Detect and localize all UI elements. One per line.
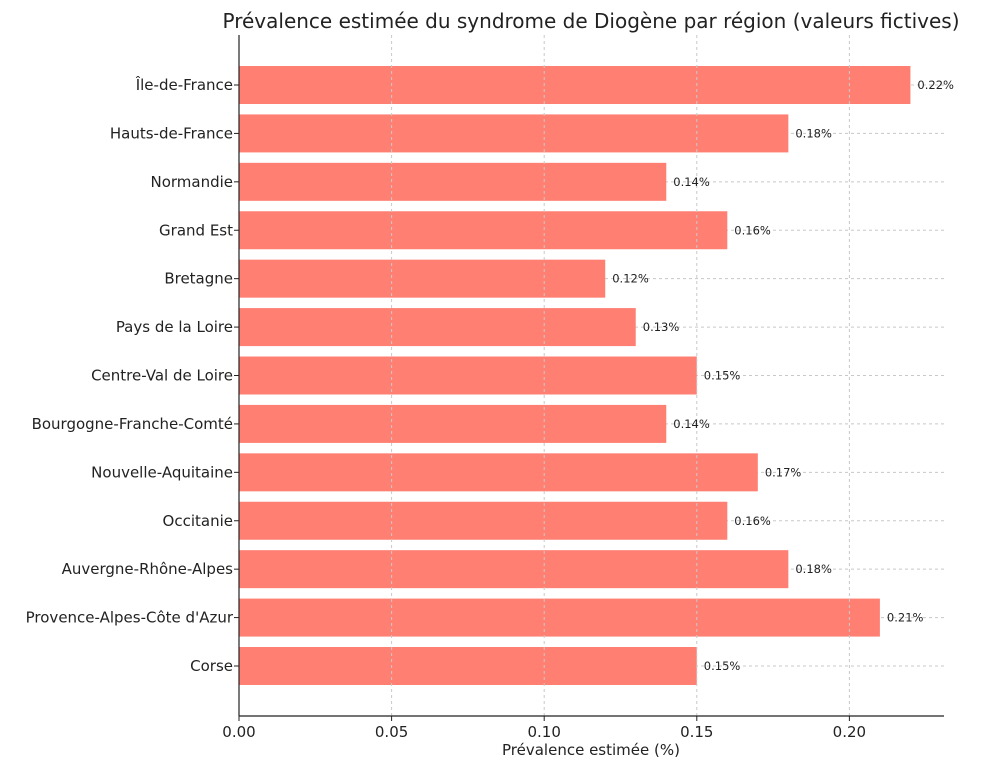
- x-tick-label: 0.05: [375, 723, 408, 741]
- value-label: 0.15%: [704, 369, 741, 383]
- value-label: 0.18%: [795, 126, 832, 140]
- bar: [239, 162, 667, 201]
- value-label: 0.21%: [887, 611, 924, 625]
- value-label: 0.12%: [612, 272, 649, 286]
- x-tick-label: 0.00: [222, 723, 255, 741]
- value-label: 0.16%: [734, 514, 771, 528]
- chart-title: Prévalence estimée du syndrome de Diogèn…: [223, 9, 960, 33]
- value-label: 0.16%: [734, 223, 771, 237]
- value-label: 0.14%: [673, 417, 710, 431]
- value-label: 0.15%: [704, 659, 741, 673]
- y-tick-label: Occitanie: [163, 512, 233, 530]
- y-tick-label: Corse: [190, 657, 233, 675]
- value-label: 0.22%: [917, 78, 954, 92]
- bar: [239, 647, 697, 685]
- bar: [239, 550, 789, 589]
- bar: [239, 356, 697, 395]
- y-tick-label: Bourgogne-Franche-Comté: [32, 415, 233, 433]
- bar: [239, 501, 728, 540]
- value-label: 0.18%: [795, 562, 832, 576]
- value-label: 0.17%: [765, 465, 802, 479]
- y-axis-ticks: Île-de-France Hauts-de-France Normandie Gra…: [26, 75, 239, 675]
- bar: [239, 404, 667, 443]
- y-tick-label: Nouvelle-Aquitaine: [91, 463, 233, 481]
- bar: [239, 598, 880, 637]
- bar: [239, 259, 606, 298]
- y-tick-label: Pays de la Loire: [116, 318, 233, 336]
- value-label: 0.13%: [643, 320, 680, 334]
- y-tick-label: Centre-Val de Loire: [91, 367, 233, 385]
- bar: [239, 114, 789, 153]
- y-tick-label: Provence-Alpes-Côte d'Azur: [26, 609, 234, 627]
- value-labels: 0.22% 0.18% 0.14% 0.16% 0.12% 0.13% 0.15% 0.14%…: [612, 78, 954, 673]
- x-axis-ticks: 0.00 0.05 0.10 0.15 0.20: [222, 716, 866, 741]
- x-tick-label: 0.10: [527, 723, 560, 741]
- x-axis-label: Prévalence estimée (%): [502, 741, 680, 759]
- y-tick-label: Bretagne: [164, 270, 233, 288]
- value-label: 0.14%: [673, 175, 710, 189]
- y-tick-label: Auvergne-Rhône-Alpes: [62, 560, 234, 578]
- bar: [239, 308, 636, 347]
- y-tick-label: Grand Est: [159, 221, 233, 239]
- x-tick-label: 0.15: [680, 723, 713, 741]
- y-tick-label: Île-de-France: [135, 75, 233, 94]
- x-tick-label: 0.20: [833, 723, 866, 741]
- bar: [239, 66, 911, 104]
- y-tick-label: Hauts-de-France: [110, 124, 233, 142]
- bar: [239, 453, 758, 492]
- y-tick-label: Normandie: [150, 173, 233, 191]
- bar: [239, 211, 728, 250]
